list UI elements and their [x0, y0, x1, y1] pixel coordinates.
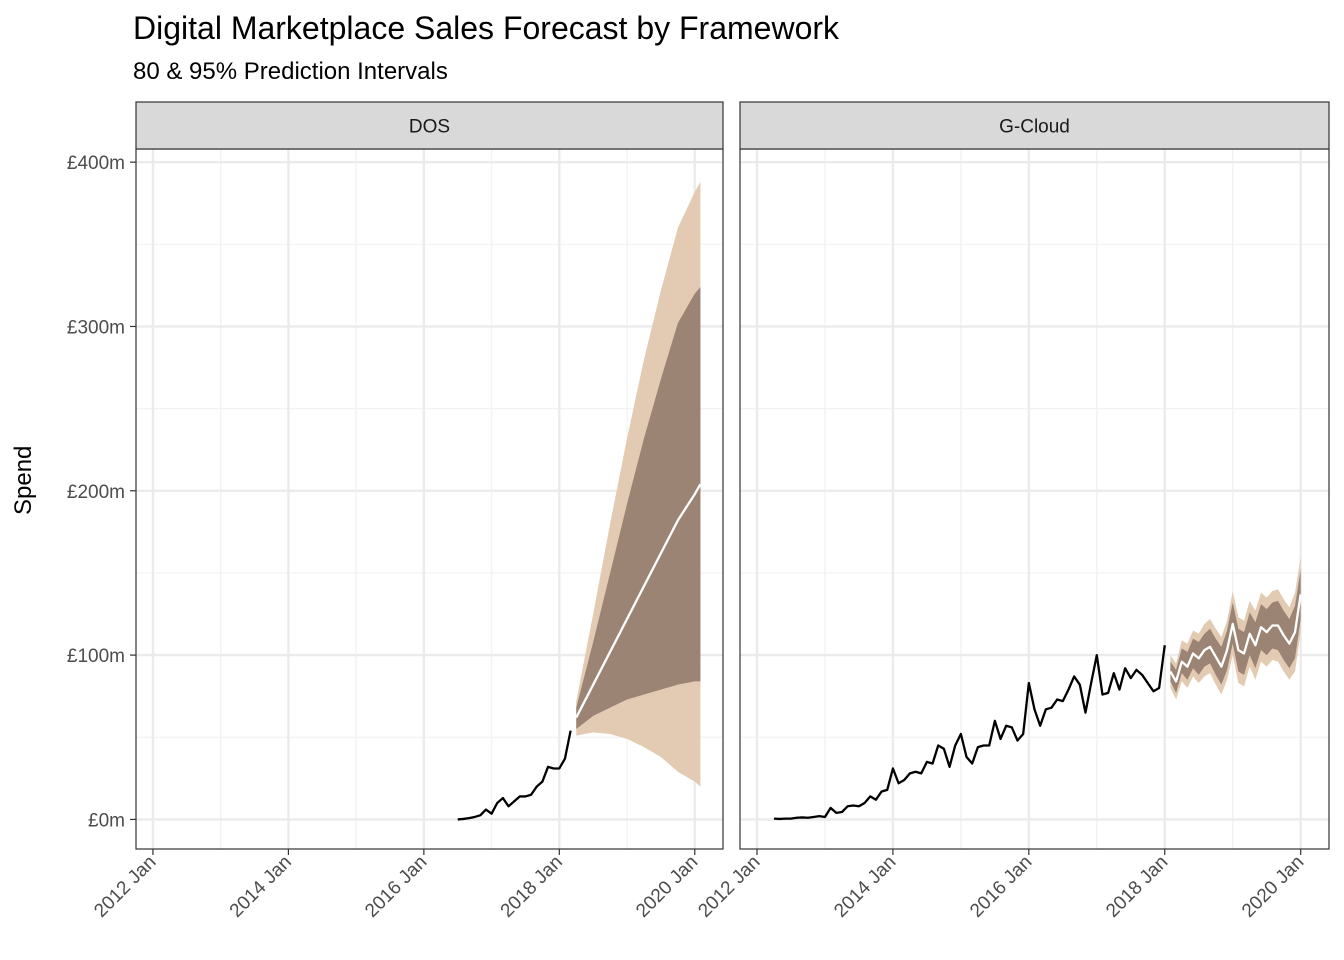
- facet-strip-g-cloud: [739, 101, 1330, 150]
- chart-title: Digital Marketplace Sales Forecast by Fr…: [133, 10, 840, 46]
- y-tick-label: £300m: [67, 317, 125, 338]
- pi80-band-dos: [576, 287, 701, 730]
- x-tick-label: 2014 Jan: [830, 852, 900, 922]
- x-tick-label: 2012 Jan: [90, 852, 160, 922]
- forecast-line-g-cloud: [1169, 594, 1302, 683]
- y-tick-label: £400m: [67, 153, 125, 174]
- y-tick-label: £200m: [67, 482, 125, 503]
- x-tick-label: 2018 Jan: [497, 852, 567, 922]
- facet-strip-dos: [135, 101, 724, 150]
- y-tick-label: £100m: [67, 646, 125, 667]
- chart-subtitle: 80 & 95% Prediction Intervals: [133, 58, 448, 85]
- actual-line-dos: [457, 730, 572, 821]
- actual-line-g-cloud: [773, 645, 1166, 821]
- panel-background-g-cloud: [740, 149, 1329, 849]
- x-tick-label: 2016 Jan: [966, 852, 1036, 922]
- y-tick-label: £0m: [88, 810, 125, 831]
- x-tick-label: 2014 Jan: [226, 852, 296, 922]
- x-tick-label: 2018 Jan: [1102, 852, 1172, 922]
- facet-label-g-cloud: G-Cloud: [999, 117, 1070, 138]
- x-tick-label: 2012 Jan: [694, 852, 764, 922]
- x-tick-label: 2020 Jan: [1238, 852, 1308, 922]
- x-tick-label: 2016 Jan: [361, 852, 431, 922]
- x-tick-label: 2020 Jan: [632, 852, 702, 922]
- forecast-line-dos: [575, 483, 702, 719]
- facet-label-dos: DOS: [409, 117, 450, 138]
- pi80-band-g-cloud: [1170, 569, 1301, 693]
